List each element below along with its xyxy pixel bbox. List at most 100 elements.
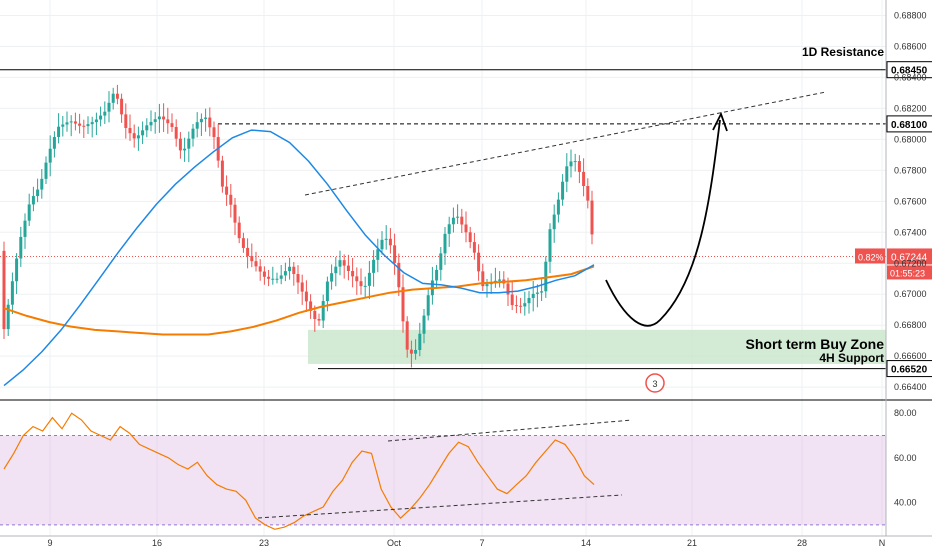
last-price-label: 0.67244 [891, 252, 928, 263]
y-tick-label: 0.68800 [894, 10, 927, 20]
x-tick-label: Oct [387, 538, 402, 548]
candle-body [6, 304, 10, 330]
candle-body [99, 115, 103, 120]
y-tick-label: 0.68200 [894, 103, 927, 113]
candle-body [199, 118, 203, 123]
candle-body [267, 276, 271, 279]
candle-body [52, 137, 56, 149]
candle-body [334, 266, 338, 274]
candle-body [393, 245, 397, 263]
x-tick-label: 7 [479, 538, 484, 548]
candle-body [15, 258, 19, 282]
candle-body [565, 166, 569, 182]
candle-body [304, 291, 308, 302]
candle-body [485, 284, 489, 287]
candle-body [48, 148, 52, 163]
rsi-tick-label: 40.00 [894, 498, 917, 508]
candle-body [531, 293, 535, 298]
candle-body [183, 148, 187, 151]
candle-body [237, 222, 241, 239]
candle-body [78, 123, 82, 126]
ma-slow-line [3, 265, 595, 336]
candle-body [401, 287, 405, 322]
candle-body [397, 262, 401, 288]
candle-body [460, 216, 464, 225]
candle-body [250, 255, 254, 262]
buy-zone-label: Short term Buy Zone [746, 336, 885, 352]
candle-body [23, 220, 27, 237]
candle-body [372, 259, 376, 273]
candle-body [338, 260, 342, 267]
candle-body [115, 93, 119, 99]
candle-body [65, 122, 69, 125]
candle-body [149, 121, 153, 126]
y-tick-label: 0.67200 [894, 258, 927, 268]
candle-body [552, 214, 556, 230]
rsi-band [0, 435, 886, 525]
candle-body [44, 162, 48, 179]
candle-body [330, 273, 334, 282]
candle-body [19, 236, 23, 259]
candle-body [61, 124, 65, 127]
y-tick-label: 0.68400 [894, 72, 927, 82]
candle-body [384, 238, 388, 240]
candle-body [136, 135, 140, 139]
candle-body [439, 253, 443, 270]
candle-body [174, 126, 178, 139]
candle-body [313, 310, 317, 320]
candle-body [561, 181, 565, 200]
rsi-lower-trendline [257, 494, 623, 519]
candle-body [472, 242, 476, 253]
x-tick-label: N [879, 538, 886, 548]
candle-body [36, 189, 40, 197]
candle-body [300, 282, 304, 292]
ma-fast-line [3, 129, 595, 387]
candle-body [544, 261, 548, 292]
candle-body [506, 283, 510, 295]
rsi-line [3, 412, 595, 530]
candle-body [582, 171, 586, 186]
x-tick-label: 23 [259, 538, 269, 548]
candle-body [342, 260, 346, 266]
candle-body [586, 185, 590, 201]
candlesticks [2, 84, 594, 368]
candle-body [279, 275, 283, 279]
candle-body [309, 301, 313, 311]
candle-body [90, 122, 94, 125]
candle-body [204, 117, 208, 119]
candle-body [355, 276, 359, 282]
candle-body [464, 224, 468, 233]
candle-body [573, 161, 577, 163]
countdown-tag [887, 265, 932, 280]
candle-body [275, 278, 279, 280]
candle-body [229, 194, 233, 205]
y-tick-label: 0.67400 [894, 227, 927, 237]
x-tick-label: 14 [581, 538, 591, 548]
level-price-label: 0.68450 [891, 66, 928, 77]
candle-body [535, 292, 539, 294]
level-price-label: 0.66520 [891, 365, 928, 376]
candle-body [178, 138, 182, 151]
candle-body [317, 319, 321, 321]
projection-curve [605, 119, 721, 327]
event-icon [645, 373, 665, 393]
level-price-tag [886, 115, 932, 133]
grid [0, 0, 886, 536]
candle-body [321, 301, 325, 321]
support-label: 4H Support [819, 351, 884, 365]
candle-body [292, 266, 296, 275]
candle-body [69, 121, 73, 123]
candle-body [363, 285, 367, 287]
y-tick-label: 0.68000 [894, 134, 927, 144]
y-tick-label: 0.67800 [894, 165, 927, 175]
x-tick-label: 16 [152, 538, 162, 548]
candle-body [443, 233, 447, 254]
candle-body [498, 279, 502, 281]
candle-body [577, 161, 581, 172]
candle-body [288, 266, 292, 272]
y-tick-label: 0.68600 [894, 41, 927, 51]
candle-body [409, 349, 413, 354]
candle-body [523, 303, 527, 307]
change-tag [855, 248, 885, 264]
